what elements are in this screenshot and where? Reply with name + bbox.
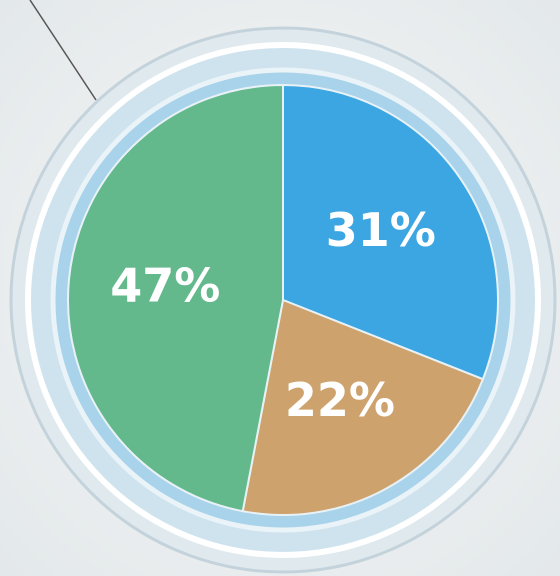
pie-labels: 31% 22% 47% [110,203,436,427]
pie-slice [67,83,284,513]
value-label: 31% [326,203,436,257]
pie [67,83,499,516]
value-label: 47% [110,258,220,312]
value-label: 22% [285,373,395,427]
pie-slice [241,298,485,516]
pointer-line [29,0,97,101]
pie-slice [282,83,499,381]
